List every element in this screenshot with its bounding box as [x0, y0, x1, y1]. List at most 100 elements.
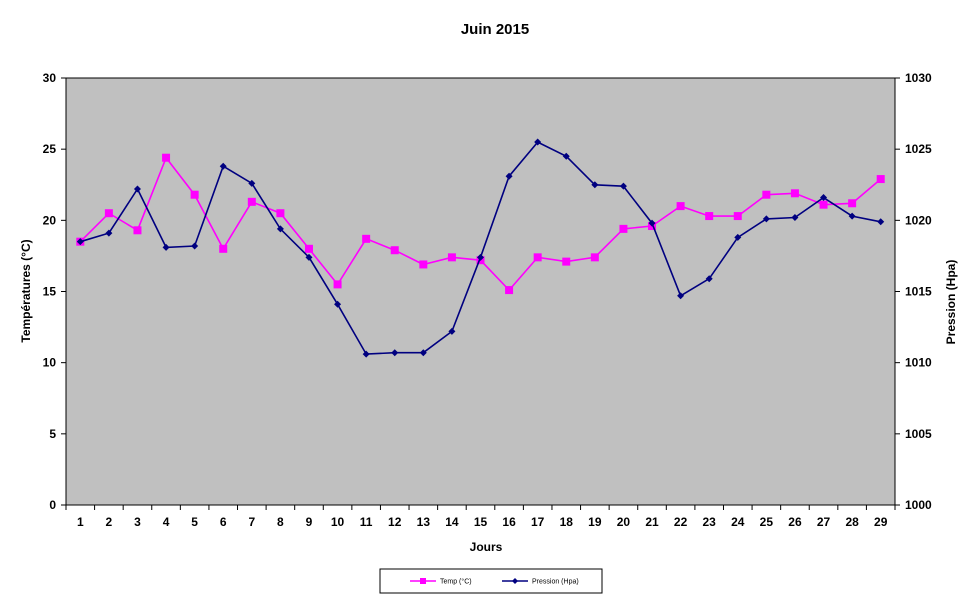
temperature-point: [733, 212, 742, 221]
x-tick-label: 15: [474, 515, 488, 529]
temperature-point: [447, 253, 456, 262]
temperature-point: [533, 253, 542, 262]
temperature-point: [590, 253, 599, 262]
x-tick-label: 22: [674, 515, 688, 529]
right-tick-label: 1005: [905, 427, 932, 441]
temperature-point: [848, 199, 857, 208]
x-tick-label: 1: [77, 515, 84, 529]
temperature-point: [705, 212, 714, 221]
left-y-axis: 0 5 10 15 20 25 30: [43, 71, 66, 512]
x-tick-label: 5: [191, 515, 198, 529]
pressure-point: [791, 213, 799, 221]
temperature-point: [876, 175, 885, 184]
pressure-point: [419, 349, 427, 357]
pressure-point: [648, 219, 656, 227]
x-tick-label: 29: [874, 515, 888, 529]
temperature-point: [505, 286, 514, 295]
pressure-point: [248, 179, 256, 187]
x-tick-label: 19: [588, 515, 602, 529]
temperature-point: [619, 224, 628, 233]
right-y-axis: 1000 1005 1010 1015 1020 1025 1030: [895, 71, 932, 512]
temperature-point: [133, 226, 142, 235]
temperature-point: [790, 189, 799, 198]
pressure-point: [562, 152, 570, 160]
x-tick-label: 26: [788, 515, 802, 529]
left-tick-label: 0: [49, 498, 56, 512]
x-tick-label: 7: [248, 515, 255, 529]
pressure-point: [734, 233, 742, 241]
left-tick-label: 15: [43, 285, 57, 299]
x-tick-label: 28: [845, 515, 859, 529]
x-tick-label: 17: [531, 515, 545, 529]
chart-title: Juin 2015: [461, 21, 529, 38]
x-tick-label: 20: [617, 515, 631, 529]
pressure-point: [477, 253, 484, 261]
pressure-point: [362, 350, 370, 358]
temperature-point: [247, 197, 256, 206]
pressure-point: [705, 275, 713, 283]
x-tick-label: 18: [560, 515, 574, 529]
left-tick-label: 5: [49, 427, 56, 441]
pressure-point: [534, 138, 542, 146]
temperature-point: [562, 257, 571, 266]
x-tick-label: 11: [360, 515, 373, 529]
pressure-point: [105, 229, 113, 237]
temperature-point: [819, 200, 828, 209]
legend: Temp (°C) Pression (Hpa): [379, 568, 603, 594]
right-tick-label: 1030: [905, 71, 932, 85]
temperature-point: [104, 209, 113, 218]
right-tick-label: 1025: [905, 142, 932, 156]
right-tick-label: 1015: [905, 285, 932, 299]
x-tick-label: 23: [703, 515, 717, 529]
temperature-point: [276, 209, 285, 218]
legend-pressure-label: Pression (Hpa): [532, 579, 579, 586]
series-layer: [76, 138, 885, 358]
x-tick-label: 13: [417, 515, 431, 529]
pressure-point: [305, 253, 313, 261]
x-tick-label: 27: [817, 515, 831, 529]
pressure-point: [162, 243, 170, 251]
temperature-point: [419, 260, 428, 269]
right-tick-label: 1010: [905, 356, 932, 370]
x-tick-label: 9: [306, 515, 313, 529]
left-tick-label: 10: [43, 356, 57, 370]
temperature-point: [162, 153, 171, 162]
legend-temperature-label: Temp (°C): [440, 578, 472, 586]
x-tick-label: 2: [106, 515, 113, 529]
temperature-point: [362, 234, 371, 243]
legend-temperature-marker: [420, 578, 426, 584]
x-tick-label: 25: [760, 515, 774, 529]
pressure-point: [848, 212, 856, 220]
x-tick-label: 14: [445, 515, 459, 529]
x-tick-label: 6: [220, 515, 227, 529]
pressure-point: [505, 172, 513, 180]
x-tick-label: 8: [277, 515, 284, 529]
pressure-point: [448, 327, 456, 335]
x-axis: 1 2 3 4 5 6 7 8 9 10 11 12 13 14 15 16 17 18 19 20 21 22 23 24 2…: [65, 505, 896, 529]
x-tick-label: 3: [134, 515, 141, 529]
pressure-point: [877, 218, 885, 226]
pressure-point: [820, 194, 828, 202]
x-tick-label: 10: [331, 515, 345, 529]
pressure-point: [276, 225, 284, 233]
plot-area: [65, 77, 896, 506]
temperature-point: [333, 280, 342, 289]
pressure-point: [334, 300, 342, 308]
temperature-point: [762, 190, 771, 199]
x-axis-title: Jours: [470, 540, 503, 554]
pressure-point: [762, 215, 770, 223]
x-tick-label: 21: [645, 515, 659, 529]
pressure-point: [133, 185, 141, 193]
right-tick-label: 1000: [905, 498, 932, 512]
pressure-point: [76, 238, 84, 246]
pressure-point: [619, 182, 627, 190]
pressure-point: [219, 162, 227, 170]
x-tick-label: 16: [502, 515, 516, 529]
left-tick-label: 30: [43, 71, 57, 85]
temperature-point: [219, 244, 228, 253]
temperature-point: [390, 246, 399, 255]
pressure-point: [191, 242, 199, 250]
left-y-axis-title: Températures (°C): [19, 239, 33, 342]
x-tick-label: 24: [731, 515, 745, 529]
